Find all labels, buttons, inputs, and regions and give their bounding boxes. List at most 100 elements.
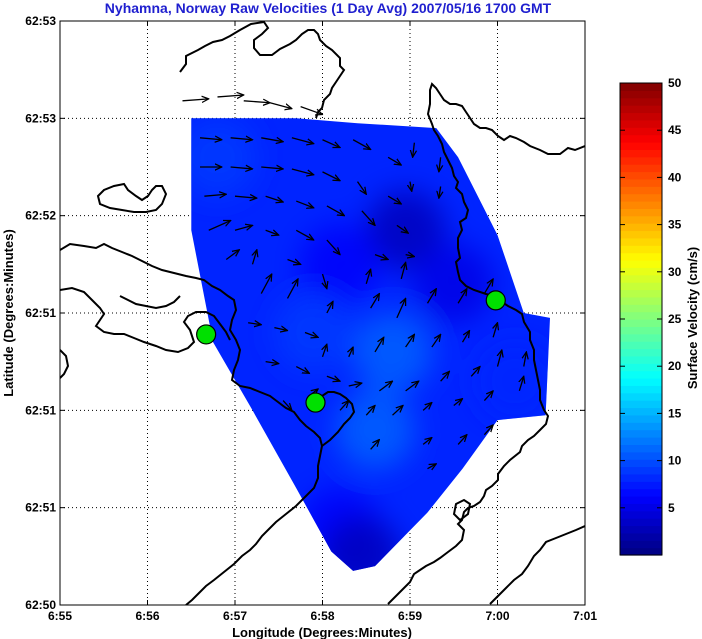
velocity-arrow: [243, 101, 270, 103]
velocity-arrow: [524, 352, 527, 367]
colorbar-segment: [620, 186, 662, 195]
velocity-arrow: [413, 142, 415, 158]
y-tick-label: 62:50: [25, 598, 56, 612]
colorbar-segment: [620, 532, 662, 541]
coastline-east-mainland: [387, 82, 585, 605]
colorbar-tick-label: 40: [668, 170, 682, 184]
velocity-arrow: [261, 138, 283, 142]
velocity-arrow: [339, 401, 349, 411]
velocity-arrow: [457, 289, 467, 304]
velocity-arrow: [208, 221, 231, 231]
colorbar-segment: [620, 105, 662, 114]
velocity-arrow: [291, 137, 314, 144]
velocity-arrow: [348, 383, 362, 386]
coastline-west-bay: [60, 286, 231, 354]
radar-sites: [196, 290, 506, 413]
velocity-arrow: [204, 194, 226, 196]
colorbar-tick-label: 10: [668, 454, 682, 468]
velocity-arrow: [326, 239, 340, 255]
colorbar-tick-label: 20: [668, 359, 682, 373]
colorbar-segment: [620, 466, 662, 475]
colorbar-segment: [620, 156, 662, 165]
velocity-arrow: [286, 279, 299, 299]
velocity-arrow: [234, 225, 253, 231]
colorbar-tick-label: 35: [668, 218, 682, 232]
colorbar-segment: [620, 400, 662, 409]
y-tick-label: 62:53: [25, 111, 56, 125]
velocity-arrow: [370, 440, 380, 450]
colorbar-segment: [620, 289, 662, 298]
colorbar-segment: [620, 119, 662, 128]
velocity-arrow: [422, 403, 432, 411]
colorbar-segment: [620, 193, 662, 202]
velocity-arrow: [230, 167, 253, 169]
velocity-arrow: [326, 376, 340, 381]
colorbar-tick-label: 5: [668, 501, 675, 515]
chart-title: Nyhamna, Norway Raw Velocities (1 Day Av…: [105, 0, 552, 16]
colorbar-segment: [620, 296, 662, 305]
speed-cell: [352, 311, 433, 392]
velocity-arrow: [387, 195, 401, 204]
velocity-arrow: [265, 362, 279, 364]
velocity-arrow: [326, 205, 345, 216]
velocity-arrow: [374, 337, 384, 353]
x-tick-label: 6:57: [223, 609, 247, 623]
colorbar-segment: [620, 142, 662, 150]
colorbar-segment: [620, 319, 662, 327]
y-tick-label: 62:53: [25, 14, 56, 28]
speed-cell: [273, 292, 354, 373]
velocity-arrow: [234, 196, 257, 198]
colorbar-segment: [620, 540, 662, 549]
colorbar-segment: [620, 429, 662, 438]
colorbar-segment: [620, 444, 662, 453]
colorbar-segment: [620, 252, 662, 261]
colorbar-segment: [620, 496, 662, 504]
colorbar-segment: [620, 488, 662, 497]
colorbar-segment: [620, 134, 662, 143]
velocity-arrow: [483, 279, 493, 294]
colorbar-segment: [620, 208, 662, 217]
coastline-island-southeast: [452, 498, 472, 522]
colorbar-segment: [620, 282, 662, 291]
velocity-arrow: [426, 289, 437, 304]
colorbar-segment: [620, 223, 662, 232]
coastline-south-cut: [315, 391, 356, 447]
coastline-west-inlet: [119, 295, 181, 310]
x-tick-label: 7:00: [485, 609, 509, 623]
velocity-arrow: [304, 332, 318, 337]
velocity-arrow: [282, 400, 292, 411]
velocity-arrow: [366, 269, 370, 284]
velocity-arrow: [352, 139, 371, 150]
colorbar-segment: [620, 127, 662, 136]
colorbar-segment: [620, 171, 662, 180]
velocity-arrow: [230, 138, 253, 140]
speed-cell: [335, 389, 415, 470]
colorbar-segment: [620, 83, 662, 91]
velocity-arrow: [439, 186, 441, 198]
colorbar-segment: [620, 510, 662, 519]
velocity-arrow: [217, 95, 244, 97]
velocity-arrow: [396, 224, 408, 233]
velocity-arrow: [261, 167, 283, 169]
colorbar-segment: [620, 348, 662, 357]
colorbar-segment: [620, 215, 662, 224]
velocity-arrow: [453, 399, 463, 406]
velocity-arrow: [361, 210, 375, 226]
x-tick-label: 6:55: [48, 609, 72, 623]
colorbar-segment: [620, 518, 662, 527]
velocity-arrow: [265, 195, 284, 202]
speed-cell: [413, 243, 494, 324]
colorbar-segment: [620, 326, 662, 335]
coastline-west-mainland: [60, 242, 324, 605]
coastline-southeast: [489, 525, 585, 605]
coastline-west-edge: [60, 349, 70, 379]
y-tick-label: 62:51: [25, 403, 56, 417]
x-tick-label: 6:56: [135, 609, 159, 623]
colorbar-segment: [620, 370, 662, 379]
plot-area: 6:55 6:56 6:57 6:58 6:59 7:00 7:01 62:5362:536…: [25, 14, 597, 623]
colorbar-segment: [620, 237, 662, 246]
colorbar-segment: [620, 481, 662, 490]
colorbar-segment: [620, 473, 662, 482]
velocity-arrow: [405, 381, 419, 392]
